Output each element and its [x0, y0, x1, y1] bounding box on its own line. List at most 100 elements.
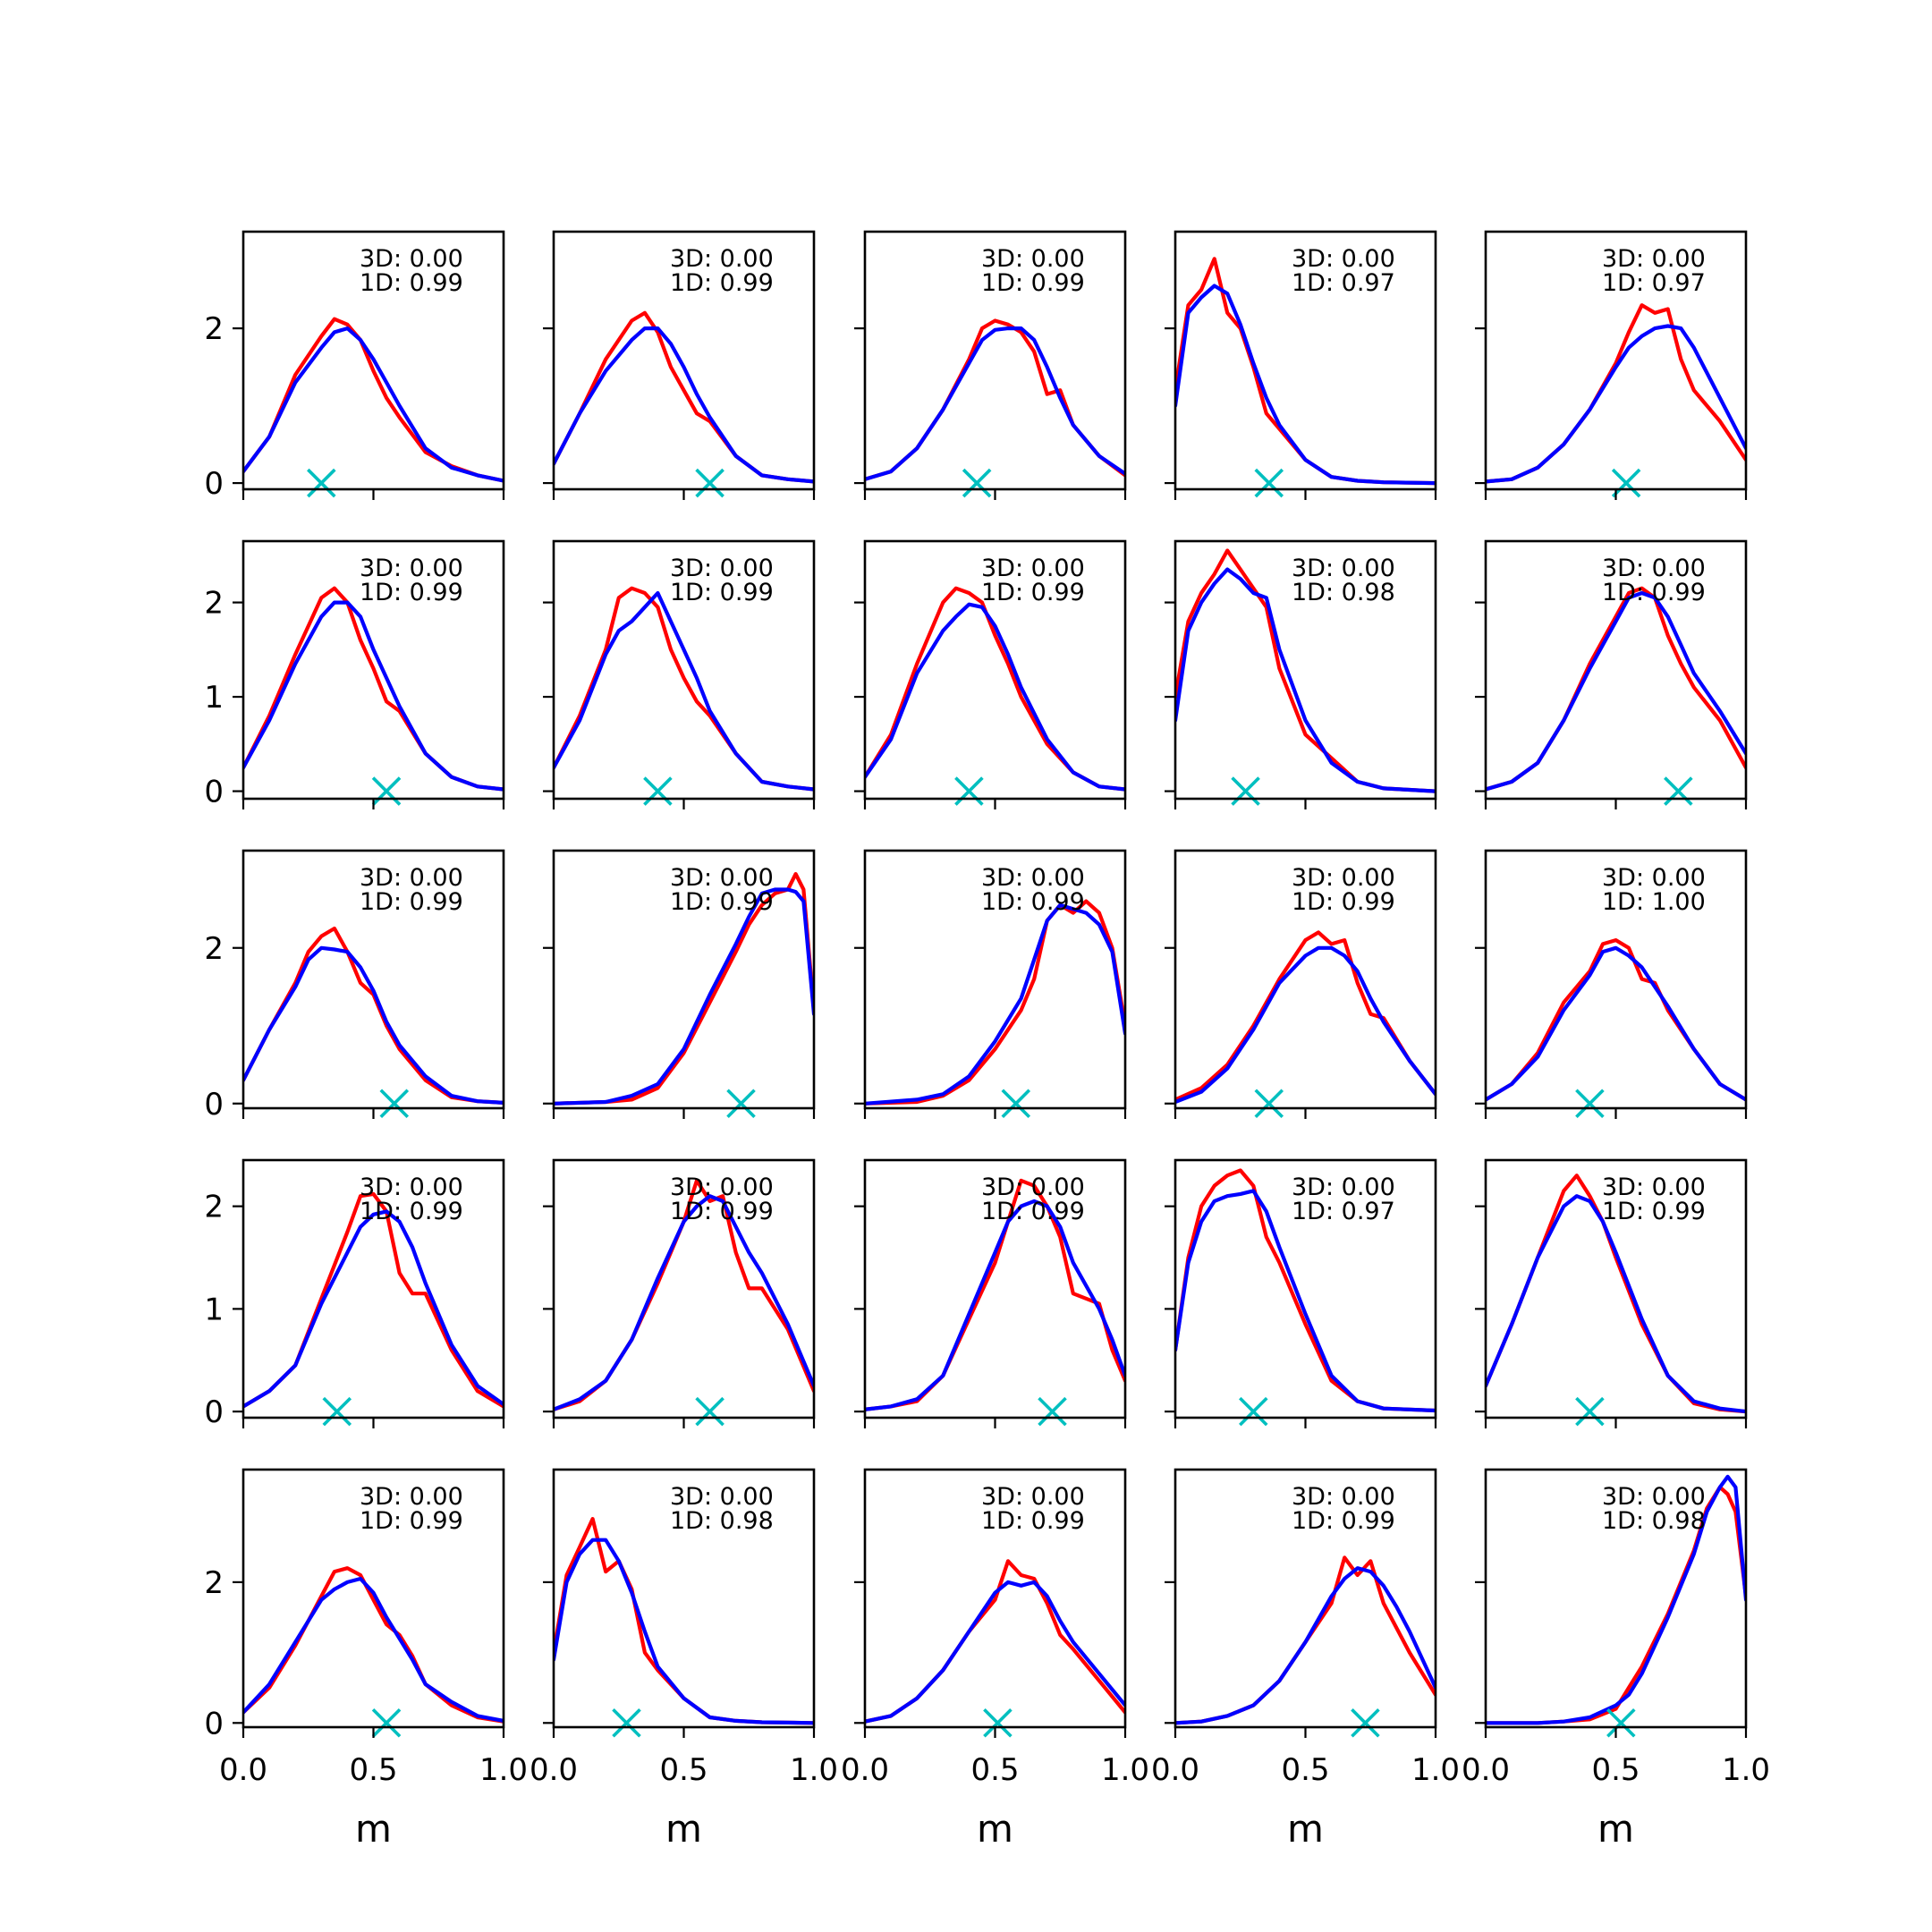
x-marker [612, 1708, 641, 1738]
stat-3d-label: 3D: 0.00 [670, 245, 774, 273]
x-tick-label: 1.0 [1722, 1752, 1770, 1788]
y-tick-label: 2 [204, 586, 224, 622]
stat-1d-label: 1D: 0.99 [1292, 1507, 1395, 1535]
blue-series-line [243, 600, 504, 792]
x-axis-label: m [665, 1807, 702, 1851]
x-axis-label: m [1287, 1807, 1324, 1851]
x-marker [1254, 1089, 1284, 1119]
stat-1d-label: 1D: 0.99 [360, 579, 463, 606]
blue-series-line [1486, 1474, 1746, 1725]
y-tick-label: 1 [204, 1292, 224, 1327]
stat-1d-label: 1D: 0.97 [1602, 269, 1706, 297]
blue-series-line [1486, 1194, 1746, 1414]
stat-3d-label: 3D: 0.00 [670, 1483, 774, 1511]
stat-3d-label: 3D: 0.00 [670, 1174, 774, 1201]
x-marker [695, 468, 724, 498]
x-marker [371, 776, 402, 806]
x-marker [695, 1396, 724, 1427]
stat-1d-label: 1D: 0.99 [670, 269, 774, 297]
x-marker [1611, 468, 1641, 498]
x-axis-label: m [355, 1807, 392, 1851]
x-axis-label: m [1597, 1807, 1634, 1851]
blue-series-line [865, 1580, 1125, 1724]
stat-3d-label: 3D: 0.00 [360, 1174, 463, 1201]
stat-1d-label: 1D: 0.99 [360, 1507, 463, 1535]
blue-series-line [1175, 945, 1436, 1105]
y-tick-label: 1 [204, 680, 224, 716]
stat-3d-label: 3D: 0.00 [1602, 1174, 1706, 1201]
x-tick-label: 1.0 [790, 1752, 838, 1788]
stat-3d-label: 3D: 0.00 [1292, 245, 1395, 273]
x-marker [1231, 776, 1260, 806]
stat-3d-label: 3D: 0.00 [981, 555, 1085, 582]
x-marker [1351, 1708, 1380, 1738]
stat-3d-label: 3D: 0.00 [360, 245, 463, 273]
stat-1d-label: 1D: 0.98 [1602, 1507, 1706, 1535]
stat-3d-label: 3D: 0.00 [1292, 864, 1395, 892]
y-tick-label: 2 [204, 311, 224, 347]
stat-1d-label: 1D: 0.97 [1292, 1198, 1395, 1225]
x-marker [379, 1089, 410, 1119]
x-tick-label: 0.5 [970, 1752, 1019, 1788]
blue-series-line [243, 326, 504, 483]
x-tick-label: 0.5 [659, 1752, 708, 1788]
stat-1d-label: 1D: 0.99 [1602, 1198, 1706, 1225]
stat-1d-label: 1D: 0.99 [670, 888, 774, 916]
stat-3d-label: 3D: 0.00 [1602, 864, 1706, 892]
stat-1d-label: 1D: 0.97 [1292, 269, 1395, 297]
stat-3d-label: 3D: 0.00 [360, 555, 463, 582]
blue-series-line [554, 590, 814, 792]
stat-3d-label: 3D: 0.00 [670, 864, 774, 892]
x-marker [726, 1089, 756, 1119]
y-tick-label: 0 [204, 775, 224, 810]
x-marker [1664, 776, 1693, 806]
stat-3d-label: 3D: 0.00 [1602, 555, 1706, 582]
y-tick-label: 2 [204, 1190, 224, 1225]
stat-3d-label: 3D: 0.00 [360, 864, 463, 892]
y-tick-label: 0 [204, 466, 224, 502]
blue-series-line [243, 1209, 504, 1409]
x-tick-label: 0.0 [841, 1752, 889, 1788]
stat-3d-label: 3D: 0.00 [1292, 1483, 1395, 1511]
x-marker [1575, 1089, 1605, 1119]
blue-series-line [554, 1194, 814, 1411]
x-marker [962, 468, 992, 498]
stat-1d-label: 1D: 0.99 [1602, 579, 1706, 606]
stat-3d-label: 3D: 0.00 [1602, 245, 1706, 273]
blue-series-line [554, 887, 814, 1106]
stat-3d-label: 3D: 0.00 [360, 1483, 463, 1511]
stat-3d-label: 3D: 0.00 [1292, 555, 1395, 582]
blue-series-line [243, 945, 504, 1105]
stat-1d-label: 1D: 0.99 [360, 888, 463, 916]
x-marker [1254, 468, 1284, 498]
x-tick-label: 0.0 [219, 1752, 267, 1788]
blue-series-line [1175, 567, 1436, 793]
y-tick-label: 2 [204, 1565, 224, 1601]
blue-series-line [1486, 945, 1746, 1102]
y-tick-label: 2 [204, 931, 224, 967]
stat-1d-label: 1D: 0.98 [1292, 579, 1395, 606]
stat-1d-label: 1D: 0.98 [670, 1507, 774, 1535]
x-tick-label: 0.0 [1151, 1752, 1199, 1788]
x-marker [1038, 1396, 1067, 1427]
stat-3d-label: 3D: 0.00 [1292, 1174, 1395, 1201]
x-marker [371, 1708, 402, 1738]
x-tick-label: 0.0 [530, 1752, 578, 1788]
